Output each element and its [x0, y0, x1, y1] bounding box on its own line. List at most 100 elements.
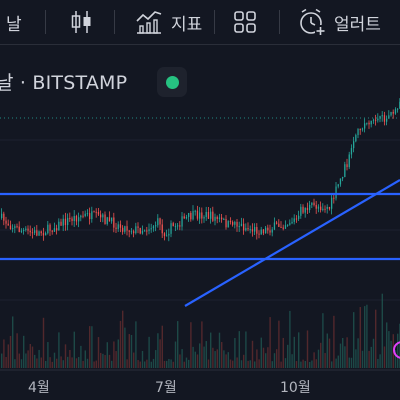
candle-body	[229, 221, 232, 223]
volume-bar	[214, 351, 216, 368]
timeframe-label: 날	[6, 14, 22, 35]
volume-bar	[100, 352, 102, 368]
candle-body	[60, 221, 62, 226]
volume-bar	[5, 357, 7, 368]
candle-body	[223, 218, 225, 220]
toolbar-divider	[214, 10, 215, 34]
candle-body	[34, 230, 36, 233]
candle-body	[320, 206, 322, 211]
candle-body	[214, 216, 216, 221]
volume-bar	[240, 360, 243, 368]
grid-layout-icon	[234, 11, 256, 33]
volume-bar	[256, 349, 258, 368]
volume-bar	[386, 322, 388, 368]
candle-body	[106, 217, 108, 224]
candle-body	[350, 148, 353, 155]
candle-body	[359, 129, 361, 131]
candle-body	[174, 226, 177, 228]
candle-body	[357, 129, 359, 136]
candle-body	[386, 118, 388, 122]
volume-bar	[69, 349, 71, 368]
indicators-button[interactable]: 지표	[135, 0, 202, 44]
candle-body	[122, 227, 124, 232]
volume-bar	[192, 346, 194, 368]
volume-bar	[144, 361, 146, 368]
volume-bar	[49, 357, 51, 368]
timeframe-button[interactable]: 날	[6, 0, 22, 44]
candle-type-button[interactable]	[70, 0, 94, 44]
volume-bar	[350, 357, 353, 368]
volume-bar	[306, 330, 309, 368]
volume-bar	[95, 360, 97, 368]
candle-body	[185, 216, 188, 219]
candle-body	[97, 211, 100, 215]
volume-bar	[190, 322, 192, 368]
volume-bar	[148, 336, 150, 368]
volume-bar	[328, 338, 331, 368]
volume-bar	[326, 333, 328, 368]
candle-body	[73, 215, 75, 221]
volume-bar	[304, 360, 306, 368]
chart-drawings[interactable]	[0, 179, 400, 359]
indicators-icon	[136, 11, 162, 34]
volume-bar	[298, 332, 300, 368]
candle-body	[3, 213, 5, 221]
candle-body	[251, 229, 254, 232]
candle-body	[166, 235, 168, 237]
candle-body	[216, 216, 218, 219]
candle-body	[273, 222, 276, 230]
candle-body	[260, 229, 262, 235]
volume-bar	[188, 359, 190, 368]
volume-bar	[159, 339, 161, 368]
candle-body	[339, 178, 342, 185]
layout-button[interactable]	[233, 0, 257, 44]
candle-body	[205, 211, 207, 217]
candle-body	[262, 229, 265, 234]
candle-body	[383, 115, 386, 122]
volume-bar	[51, 361, 53, 368]
volume-bar	[71, 357, 73, 368]
market-status-button[interactable]	[157, 67, 187, 97]
volume-bar	[227, 352, 229, 368]
volume-bar	[379, 354, 381, 368]
candle-body	[84, 213, 86, 217]
volume-bar	[359, 307, 361, 368]
volume-bar	[353, 312, 355, 368]
toolbar-divider	[45, 10, 46, 34]
volume-bar	[293, 336, 295, 368]
volume-bar	[210, 332, 212, 368]
volume-bar	[372, 338, 375, 368]
volume-bar	[183, 361, 185, 368]
volume-bar	[40, 357, 42, 368]
candle-body	[342, 177, 344, 179]
volume-bar	[335, 358, 337, 368]
alert-button[interactable]: 얼러트	[298, 0, 381, 44]
candle-body	[155, 225, 157, 227]
candle-body	[267, 227, 269, 231]
volume-bar	[141, 350, 144, 368]
volume-bar	[216, 349, 218, 368]
volume-bar	[311, 360, 313, 368]
candle-body	[49, 224, 51, 231]
volume-bar	[269, 317, 271, 368]
volume-bar	[117, 339, 119, 368]
candle-body	[249, 229, 251, 231]
volume-bar	[245, 331, 247, 368]
symbol-title[interactable]: 날 · BITSTAMP	[0, 72, 128, 94]
candle-body	[161, 224, 163, 234]
candle-body	[278, 223, 280, 227]
candle-body	[276, 222, 278, 224]
candle-body	[5, 220, 7, 224]
volume-bar	[370, 346, 372, 368]
candle-body	[128, 230, 130, 232]
candle-body	[289, 223, 291, 225]
candle-body	[225, 218, 227, 228]
candle-body	[390, 111, 392, 116]
candle-body	[291, 221, 293, 224]
candle-body	[190, 212, 192, 220]
candle-body	[36, 230, 38, 236]
volume-bar	[364, 306, 366, 368]
candle-body	[42, 233, 45, 236]
candle-body	[1, 213, 3, 218]
